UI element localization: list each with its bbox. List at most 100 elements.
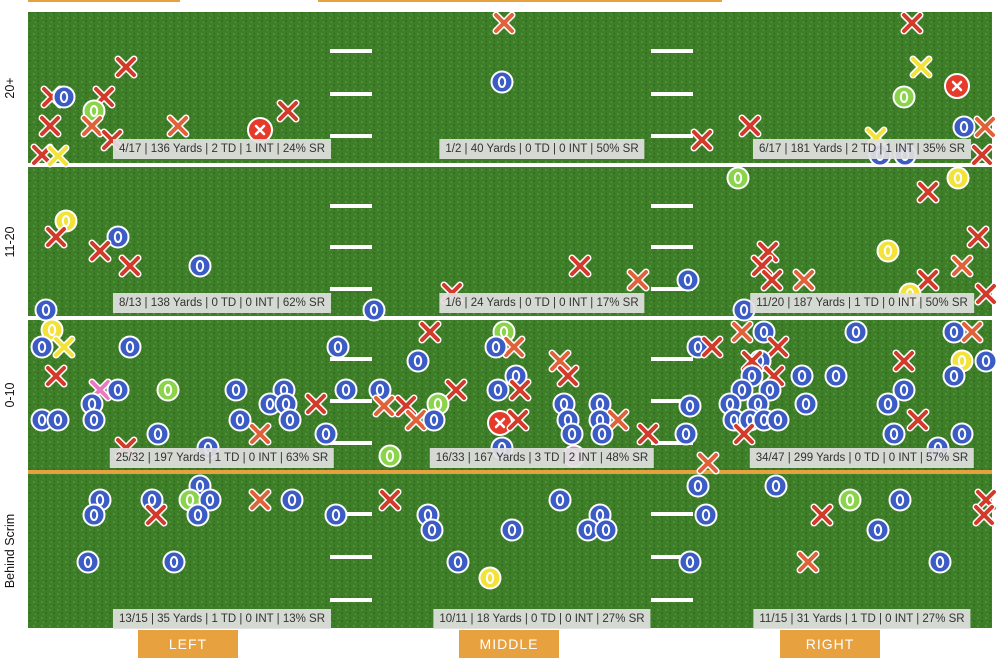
pass-mark-o	[942, 320, 966, 344]
pass-mark-o	[678, 394, 702, 418]
pass-mark-o	[866, 518, 890, 542]
hash-mark	[651, 134, 693, 138]
pass-mark-x	[690, 128, 714, 152]
hash-mark	[330, 357, 372, 361]
pass-mark-x	[88, 239, 112, 263]
pass-mark-o	[892, 378, 916, 402]
pass-mark-o	[686, 474, 710, 498]
hash-mark	[330, 134, 372, 138]
hash-mark	[330, 287, 372, 291]
pass-mark-o	[334, 378, 358, 402]
row-label-2: 0-10	[3, 382, 17, 408]
pass-mark-o	[594, 518, 618, 542]
hash-mark	[330, 49, 372, 53]
pass-mark-o	[106, 225, 130, 249]
direction-tab-left: LEFT	[138, 630, 238, 658]
pass-mark-x	[52, 335, 76, 359]
pass-mark-x	[760, 268, 784, 292]
pass-mark-o	[406, 349, 430, 373]
pass-mark-o	[676, 268, 700, 292]
pass-mark-x	[548, 349, 572, 373]
pass-mark-x	[372, 394, 396, 418]
pass-mark-x	[492, 11, 516, 35]
pass-mark-o	[188, 254, 212, 278]
hash-mark	[651, 287, 693, 291]
zone-stat-3-0: 13/15 | 35 Yards | 1 TD | 0 INT | 13% SR	[112, 609, 332, 629]
pass-mark-o	[118, 335, 142, 359]
pass-mark-x	[444, 378, 468, 402]
pass-mark-x	[966, 225, 990, 249]
pass-mark-x	[418, 320, 442, 344]
line-of-scrimmage	[28, 470, 992, 474]
pass-mark-o	[486, 378, 510, 402]
pass-mark-o	[694, 503, 718, 527]
hash-mark	[651, 399, 693, 403]
pass-mark-o	[500, 518, 524, 542]
pass-mark-o	[876, 392, 900, 416]
pass-mark-x	[892, 349, 916, 373]
pass-mark-o	[892, 85, 916, 109]
direction-tab-right: RIGHT	[780, 630, 880, 658]
pass-mark-x	[916, 268, 940, 292]
pass-mark-o	[82, 503, 106, 527]
pass-mark-o	[198, 488, 222, 512]
pass-mark-x	[304, 392, 328, 416]
pass-mark-o	[484, 335, 508, 359]
pass-mark-o	[228, 408, 252, 432]
pass-mark-o	[82, 408, 106, 432]
pass-mark-x	[626, 268, 650, 292]
pass-mark-o	[280, 488, 304, 512]
pass-mark-o	[324, 503, 348, 527]
pass-mark-interception	[944, 73, 970, 99]
zone-stat-0-1: 1/2 | 40 Yards | 0 TD | 0 INT | 50% SR	[439, 139, 645, 159]
hash-mark	[330, 92, 372, 96]
pass-mark-o	[726, 166, 750, 190]
pass-mark-x	[568, 254, 592, 278]
pass-mark-interception	[487, 410, 513, 436]
pass-mark-o	[314, 422, 338, 446]
row-label-1: 11-20	[3, 225, 17, 258]
pass-mark-o	[838, 488, 862, 512]
pass-mark-o	[76, 550, 100, 574]
zone-stat-0-2: 6/17 | 181 Yards | 2 TD | 1 INT | 35% SR	[752, 139, 972, 159]
hash-mark	[651, 555, 693, 559]
pass-mark-x	[796, 550, 820, 574]
pass-mark-o	[674, 422, 698, 446]
pass-mark-x	[38, 114, 62, 138]
pass-mark-o	[678, 550, 702, 574]
hash-mark	[330, 441, 372, 445]
hash-mark	[330, 399, 372, 403]
hash-mark	[651, 245, 693, 249]
pass-mark-o	[790, 364, 814, 388]
pass-mark-o	[588, 392, 612, 416]
zone-stat-2-0: 25/32 | 197 Yards | 1 TD | 0 INT | 63% S…	[109, 448, 335, 468]
pass-mark-x	[766, 335, 790, 359]
pass-mark-x	[144, 503, 168, 527]
pass-mark-x	[44, 225, 68, 249]
zone-stat-2-2: 34/47 | 299 Yards | 0 TD | 0 INT | 57% S…	[749, 448, 975, 468]
pass-mark-x	[118, 254, 142, 278]
pass-mark-o	[844, 320, 868, 344]
pass-mark-x	[502, 335, 526, 359]
pass-mark-o	[888, 488, 912, 512]
pass-mark-x	[970, 143, 994, 167]
pass-mark-x	[248, 488, 272, 512]
pass-mark-x	[44, 364, 68, 388]
pass-mark-o	[548, 488, 572, 512]
pass-mark-x	[46, 144, 70, 168]
top-accent-middle	[318, 0, 722, 2]
hash-mark	[330, 555, 372, 559]
pass-mark-o	[162, 550, 186, 574]
hash-mark	[330, 245, 372, 249]
pass-mark-x	[909, 55, 933, 79]
hash-mark	[651, 357, 693, 361]
pass-mark-x	[973, 115, 997, 139]
pass-mark-x	[636, 422, 660, 446]
zone-divider	[28, 163, 992, 167]
pass-mark-o	[106, 378, 130, 402]
pass-mark-o	[882, 422, 906, 446]
hash-mark	[651, 92, 693, 96]
pass-mark-o	[54, 209, 78, 233]
hash-mark	[330, 204, 372, 208]
